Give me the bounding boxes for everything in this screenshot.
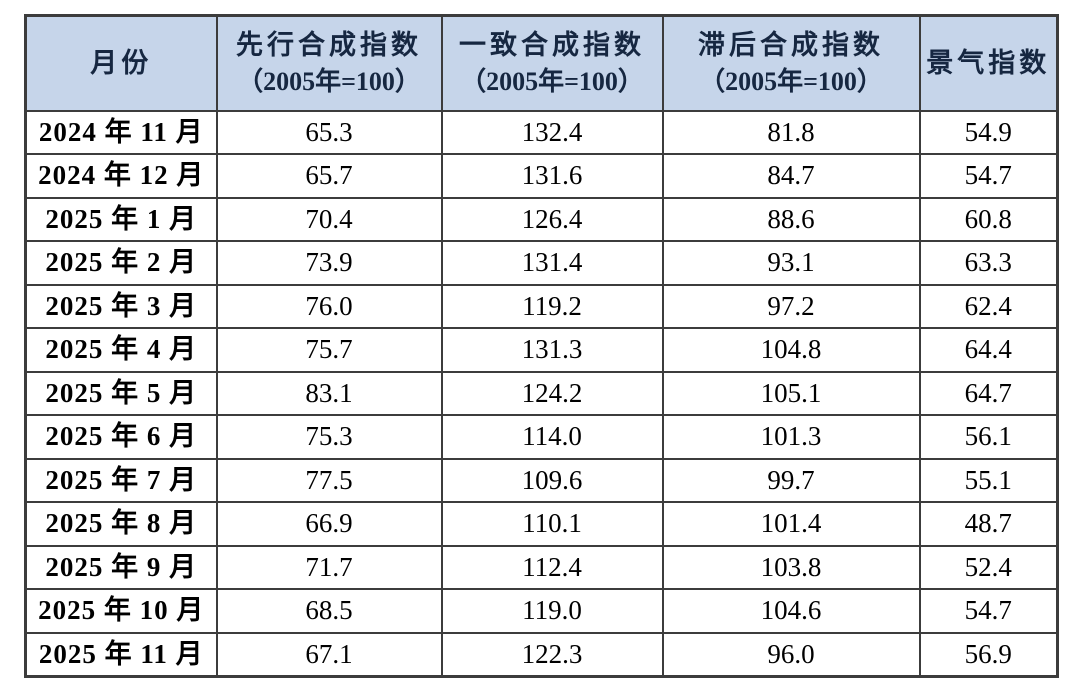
month-cell: 2024 年 12 月 <box>24 153 218 199</box>
month-cell: 2025 年 4 月 <box>24 327 218 373</box>
column-header-lagging-index: 滞后合成指数 （2005年=100） <box>661 14 921 112</box>
leading-index-cell: 67.1 <box>215 631 443 677</box>
month-cell: 2025 年 8 月 <box>24 501 218 547</box>
lagging-index-cell: 96.0 <box>661 631 921 677</box>
column-header-prosperity-index: 景气指数 <box>918 14 1059 112</box>
column-header-lagging-line2: （2005年=100） <box>699 66 883 96</box>
lagging-index-cell: 104.6 <box>661 588 921 634</box>
column-header-prosperity-label: 景气指数 <box>926 48 1051 79</box>
coincident-index-cell: 112.4 <box>440 544 664 590</box>
lagging-index-cell: 93.1 <box>661 240 921 286</box>
lagging-index-cell: 101.4 <box>661 501 921 547</box>
leading-index-cell: 70.4 <box>215 196 443 242</box>
prosperity-index-cell: 56.9 <box>918 631 1059 677</box>
month-cell: 2025 年 10 月 <box>24 588 218 634</box>
month-cell: 2025 年 3 月 <box>24 283 218 329</box>
month-cell: 2025 年 6 月 <box>24 414 218 460</box>
column-header-leading-index: 先行合成指数 （2005年=100） <box>215 14 443 112</box>
leading-index-cell: 75.3 <box>215 414 443 460</box>
table-header: 月份 先行合成指数 （2005年=100） 一致合成指数 （2005年=100）… <box>24 14 1059 112</box>
column-header-month: 月份 <box>24 14 218 112</box>
table-row: 2025 年 5 月 83.1 124.2 105.1 64.7 <box>24 370 1059 416</box>
column-header-leading-line2: （2005年=100） <box>237 66 421 96</box>
table-row: 2025 年 7 月 77.5 109.6 99.7 55.1 <box>24 457 1059 503</box>
leading-index-cell: 75.7 <box>215 327 443 373</box>
prosperity-index-cell: 48.7 <box>918 501 1059 547</box>
lagging-index-cell: 99.7 <box>661 457 921 503</box>
column-header-coincident-line2: （2005年=100） <box>460 66 644 96</box>
header-row: 月份 先行合成指数 （2005年=100） 一致合成指数 （2005年=100）… <box>24 14 1059 112</box>
column-header-leading-line1: 先行合成指数 <box>236 29 422 60</box>
leading-index-cell: 66.9 <box>215 501 443 547</box>
month-cell: 2025 年 7 月 <box>24 457 218 503</box>
coincident-index-cell: 110.1 <box>440 501 664 547</box>
leading-index-cell: 83.1 <box>215 370 443 416</box>
coincident-index-cell: 131.6 <box>440 153 664 199</box>
leading-index-cell: 73.9 <box>215 240 443 286</box>
coincident-index-cell: 124.2 <box>440 370 664 416</box>
leading-index-cell: 65.7 <box>215 153 443 199</box>
month-cell: 2025 年 11 月 <box>24 631 218 677</box>
coincident-index-cell: 119.0 <box>440 588 664 634</box>
lagging-index-cell: 103.8 <box>661 544 921 590</box>
table-row: 2025 年 3 月 76.0 119.2 97.2 62.4 <box>24 283 1059 329</box>
month-cell: 2024 年 11 月 <box>24 109 218 155</box>
column-header-month-label: 月份 <box>90 48 153 79</box>
prosperity-index-cell: 55.1 <box>918 457 1059 503</box>
leading-index-cell: 68.5 <box>215 588 443 634</box>
month-cell: 2025 年 1 月 <box>24 196 218 242</box>
lagging-index-cell: 101.3 <box>661 414 921 460</box>
table-row: 2025 年 4 月 75.7 131.3 104.8 64.4 <box>24 327 1059 373</box>
lagging-index-cell: 81.8 <box>661 109 921 155</box>
index-table-container: 月份 先行合成指数 （2005年=100） 一致合成指数 （2005年=100）… <box>24 14 1059 678</box>
prosperity-index-cell: 64.4 <box>918 327 1059 373</box>
lagging-index-cell: 84.7 <box>661 153 921 199</box>
leading-index-cell: 76.0 <box>215 283 443 329</box>
leading-index-cell: 71.7 <box>215 544 443 590</box>
prosperity-index-cell: 54.9 <box>918 109 1059 155</box>
coincident-index-cell: 122.3 <box>440 631 664 677</box>
column-header-lagging-line1: 滞后合成指数 <box>698 29 884 60</box>
prosperity-index-cell: 56.1 <box>918 414 1059 460</box>
table-row: 2025 年 1 月 70.4 126.4 88.6 60.8 <box>24 196 1059 242</box>
month-cell: 2025 年 9 月 <box>24 544 218 590</box>
coincident-index-cell: 131.3 <box>440 327 664 373</box>
coincident-index-cell: 114.0 <box>440 414 664 460</box>
coincident-index-cell: 132.4 <box>440 109 664 155</box>
coincident-index-cell: 126.4 <box>440 196 664 242</box>
lagging-index-cell: 88.6 <box>661 196 921 242</box>
column-header-coincident-index: 一致合成指数 （2005年=100） <box>440 14 664 112</box>
table-row: 2025 年 10 月 68.5 119.0 104.6 54.7 <box>24 588 1059 634</box>
table-row: 2024 年 12 月 65.7 131.6 84.7 54.7 <box>24 153 1059 199</box>
table-row: 2025 年 6 月 75.3 114.0 101.3 56.1 <box>24 414 1059 460</box>
leading-index-cell: 65.3 <box>215 109 443 155</box>
prosperity-index-cell: 63.3 <box>918 240 1059 286</box>
leading-index-cell: 77.5 <box>215 457 443 503</box>
prosperity-index-cell: 54.7 <box>918 153 1059 199</box>
coincident-index-cell: 119.2 <box>440 283 664 329</box>
lagging-index-cell: 105.1 <box>661 370 921 416</box>
prosperity-index-cell: 62.4 <box>918 283 1059 329</box>
prosperity-index-cell: 52.4 <box>918 544 1059 590</box>
month-cell: 2025 年 5 月 <box>24 370 218 416</box>
prosperity-index-cell: 60.8 <box>918 196 1059 242</box>
table-row: 2025 年 8 月 66.9 110.1 101.4 48.7 <box>24 501 1059 547</box>
economic-index-table: 月份 先行合成指数 （2005年=100） 一致合成指数 （2005年=100）… <box>24 14 1059 678</box>
table-row: 2025 年 9 月 71.7 112.4 103.8 52.4 <box>24 544 1059 590</box>
month-cell: 2025 年 2 月 <box>24 240 218 286</box>
table-row: 2025 年 11 月 67.1 122.3 96.0 56.9 <box>24 631 1059 677</box>
prosperity-index-cell: 64.7 <box>918 370 1059 416</box>
table-row: 2024 年 11 月 65.3 132.4 81.8 54.9 <box>24 109 1059 155</box>
lagging-index-cell: 104.8 <box>661 327 921 373</box>
prosperity-index-cell: 54.7 <box>918 588 1059 634</box>
lagging-index-cell: 97.2 <box>661 283 921 329</box>
coincident-index-cell: 131.4 <box>440 240 664 286</box>
table-row: 2025 年 2 月 73.9 131.4 93.1 63.3 <box>24 240 1059 286</box>
coincident-index-cell: 109.6 <box>440 457 664 503</box>
column-header-coincident-line1: 一致合成指数 <box>459 29 645 60</box>
